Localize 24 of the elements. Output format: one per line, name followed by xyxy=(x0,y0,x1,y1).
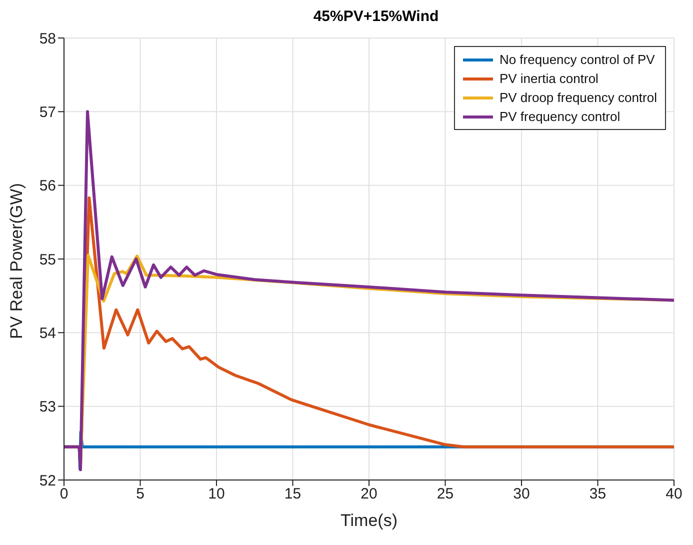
x-tick-label: 0 xyxy=(60,486,68,503)
legend-label: No frequency control of PV xyxy=(499,51,655,69)
y-tick-label: 58 xyxy=(39,30,56,48)
y-tick-label: 53 xyxy=(39,398,56,416)
chart-title: 45%PV+15%Wind xyxy=(312,8,440,27)
x-axis-title: Time(s) xyxy=(340,511,398,530)
x-tick-label: 15 xyxy=(284,486,302,503)
y-tick-label: 57 xyxy=(39,104,56,121)
y-tick-label: 56 xyxy=(39,178,56,195)
legend-label: PV frequency control xyxy=(499,108,620,126)
x-tick-label: 20 xyxy=(360,486,378,503)
x-tick-label: 10 xyxy=(208,486,225,503)
x-tick-label: 30 xyxy=(513,486,530,503)
y-axis-title: PV Real Power(GW) xyxy=(7,183,26,339)
y-tick-label: 55 xyxy=(39,251,56,268)
x-tick-label: 5 xyxy=(136,486,144,503)
y-tick-label: 54 xyxy=(39,324,56,342)
y-tick-label: 52 xyxy=(39,472,56,490)
legend-label: PV inertia control xyxy=(499,70,598,88)
x-tick-label: 40 xyxy=(666,486,682,503)
x-tick-label: 35 xyxy=(589,486,606,503)
legend-label: PV droop frequency control xyxy=(499,89,657,107)
x-tick-label: 25 xyxy=(436,486,454,503)
line-series xyxy=(64,110,674,472)
